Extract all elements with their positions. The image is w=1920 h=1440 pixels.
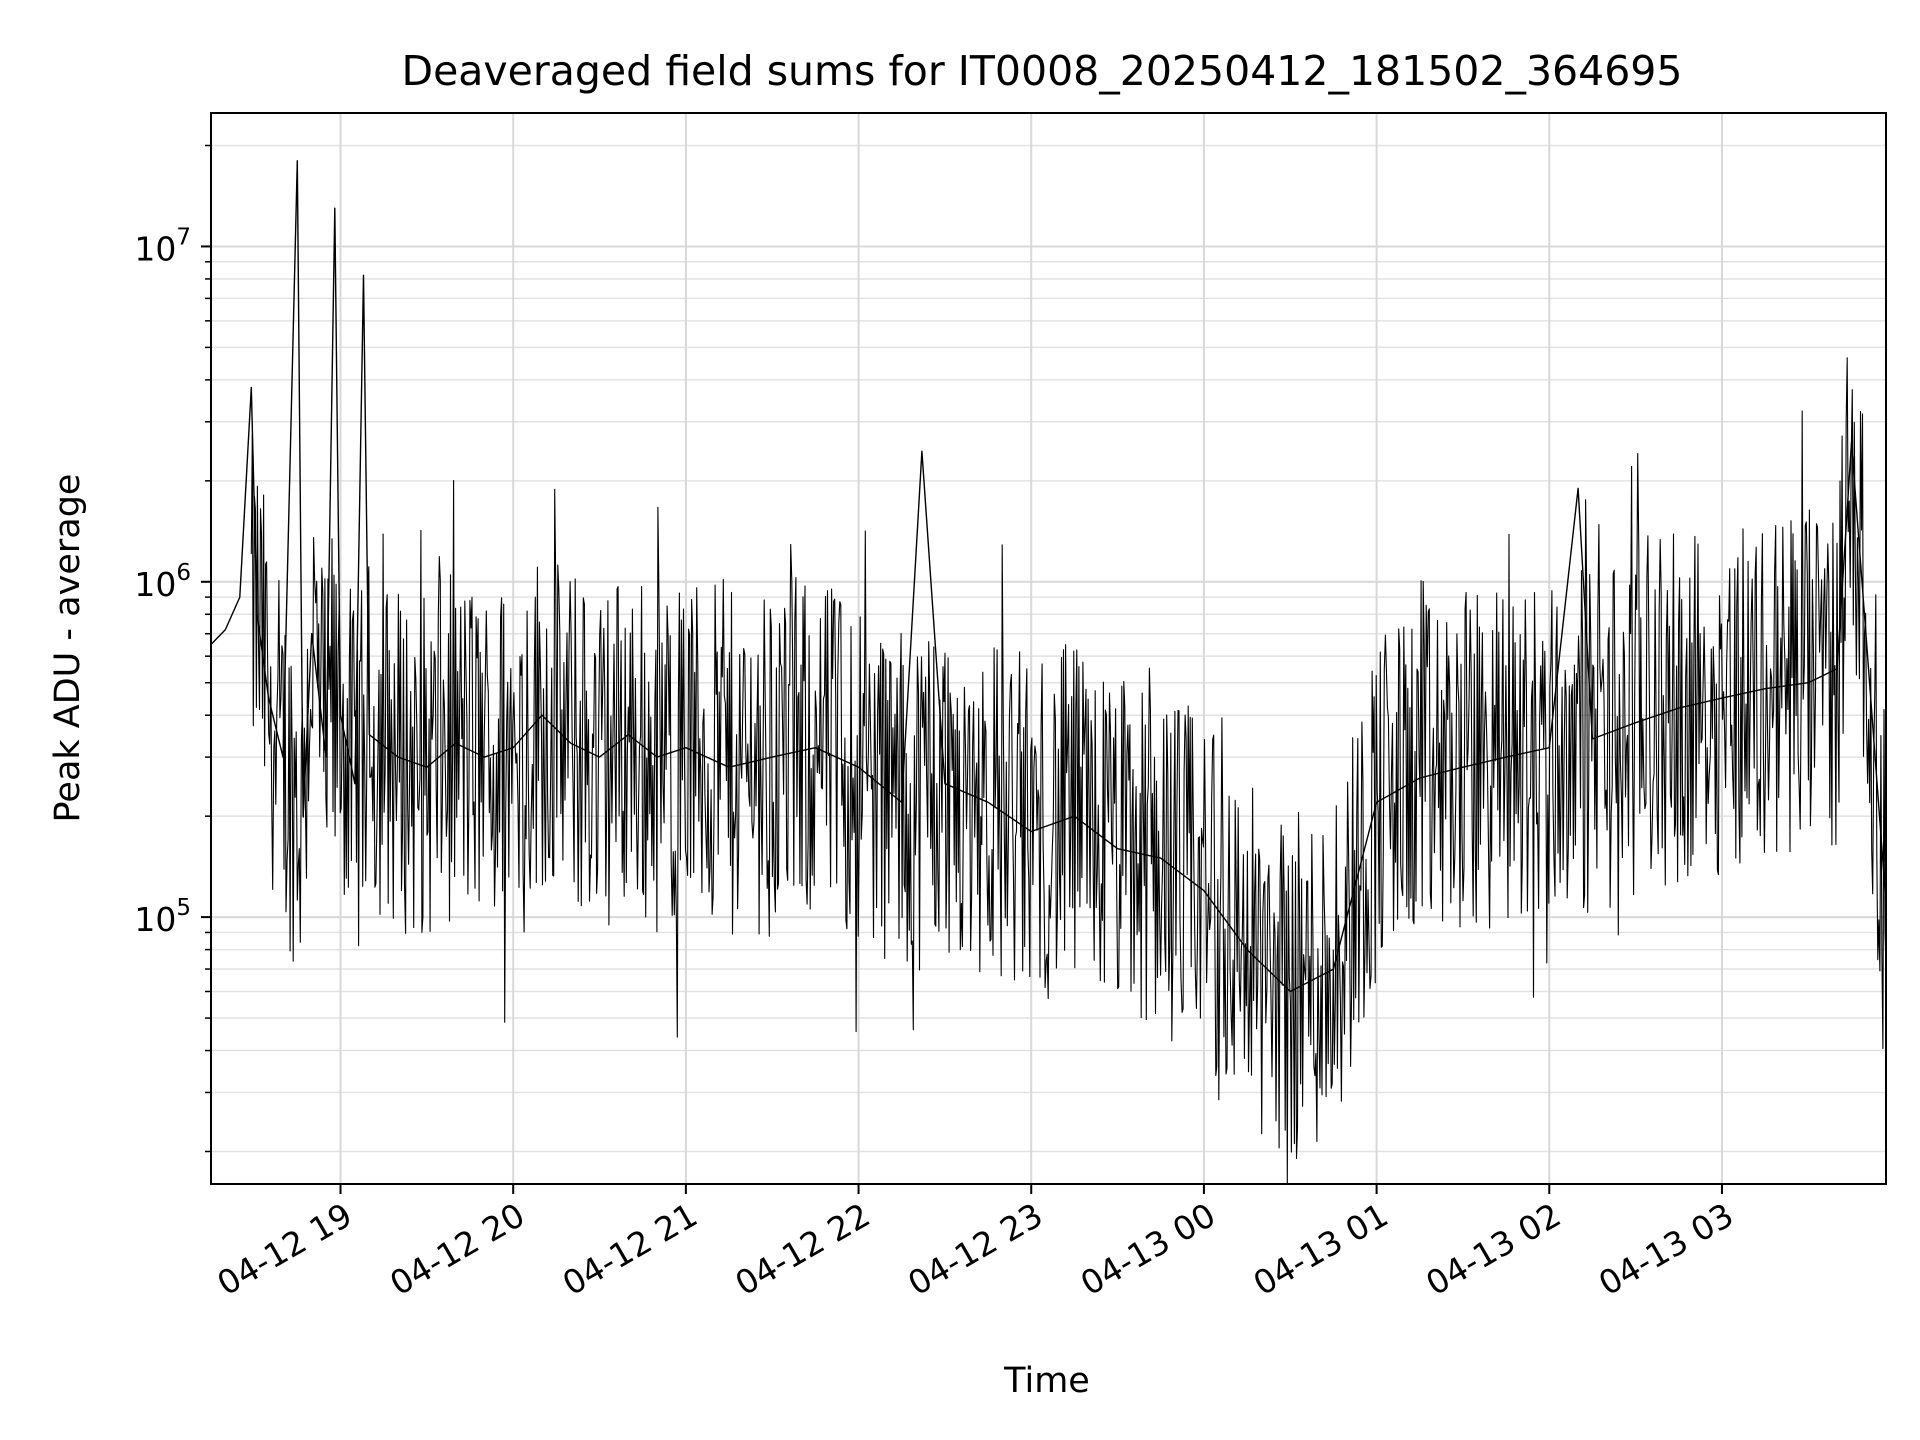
y-axis: 105 106 107 [134, 144, 211, 1153]
plot-frame [210, 112, 1887, 1185]
y-axis-label: Peak ADU - average [48, 474, 88, 823]
data-layer [210, 160, 1887, 1185]
grid [211, 113, 1886, 1184]
chart-title: Deaveraged field sums for IT0008_2025041… [402, 47, 1683, 95]
x-axis-label: Time [1003, 1361, 1090, 1401]
y-tick-label: 106 [134, 560, 191, 604]
y-tick-label: 107 [134, 224, 191, 268]
series-variation [250, 357, 1887, 1185]
y-tick-label: 105 [134, 895, 191, 939]
